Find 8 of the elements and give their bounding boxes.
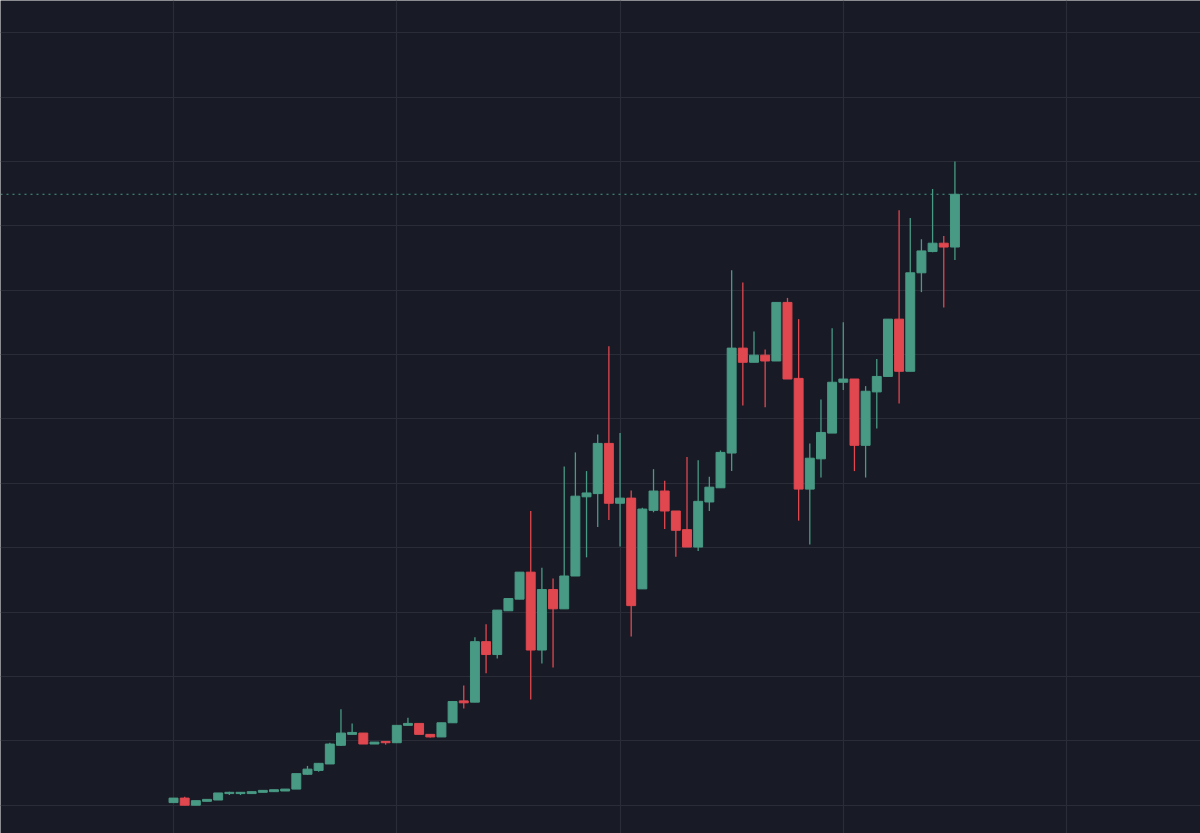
candlestick (938, 235, 949, 309)
candlestick (481, 623, 492, 674)
candlestick (458, 684, 469, 710)
candlestick (760, 348, 771, 408)
candlestick (737, 281, 748, 407)
candlestick (548, 577, 559, 669)
candlestick (615, 432, 625, 548)
candlestick (749, 330, 759, 363)
